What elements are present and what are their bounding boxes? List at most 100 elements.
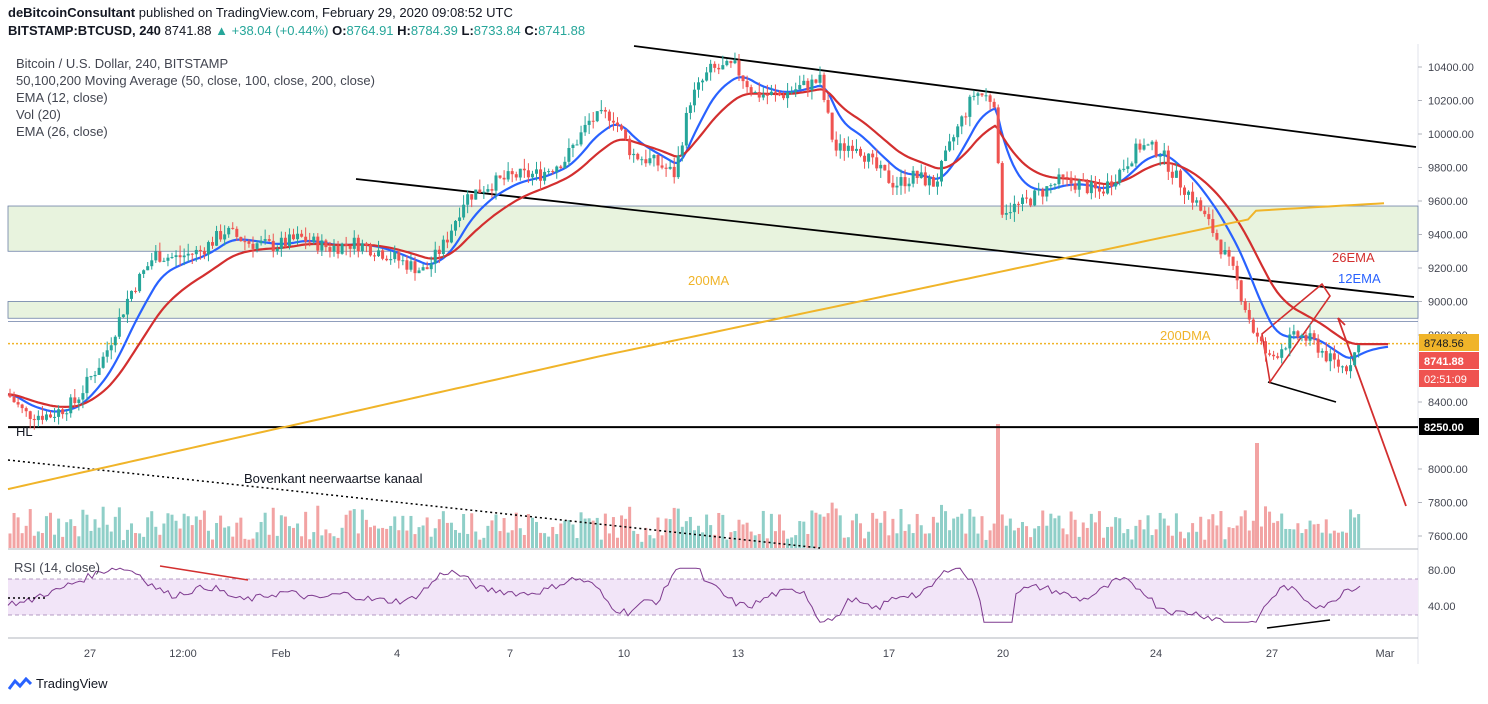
candle-body — [296, 233, 300, 240]
volume-bar — [1069, 511, 1073, 548]
candle-body — [283, 237, 287, 247]
candle-body — [729, 60, 733, 64]
candle-body — [251, 243, 255, 249]
volume-bar — [202, 510, 206, 548]
candle-body — [138, 273, 142, 292]
volume-bar — [1162, 518, 1166, 548]
volume-bar — [146, 517, 150, 548]
volume-bar — [154, 526, 158, 548]
candle-body — [676, 155, 680, 178]
candle-body — [798, 85, 802, 90]
candlesticks — [8, 52, 1361, 430]
author-name[interactable]: deBitcoinConsultant — [8, 5, 136, 20]
volume-bar — [1227, 527, 1231, 548]
candle-body — [12, 396, 16, 403]
x-tick-label: 20 — [997, 648, 1009, 660]
chart-background — [7, 44, 1419, 664]
candle-body — [1150, 141, 1154, 145]
candle-body — [765, 94, 769, 96]
candle-body — [1061, 174, 1065, 177]
open-value: 8764.91 — [346, 23, 394, 38]
volume-bar — [769, 513, 773, 548]
candle-body — [725, 60, 729, 66]
candle-body — [154, 251, 158, 261]
candle-body — [846, 145, 850, 151]
candle-body — [960, 116, 964, 127]
candle-body — [555, 166, 559, 172]
volume-bar — [1312, 524, 1316, 548]
volume-bar — [36, 531, 40, 548]
candle-body — [1122, 168, 1126, 170]
moving-averages — [7, 76, 1389, 491]
volume-bar — [1061, 528, 1065, 548]
volume-bar — [223, 527, 227, 548]
y-tick-label: 9000.00 — [1428, 297, 1468, 309]
candle-body — [749, 87, 753, 93]
candle-body — [863, 155, 867, 162]
volume-bar — [292, 527, 295, 548]
volume-bar — [786, 538, 790, 548]
candle-body — [158, 251, 162, 262]
y-tick-label: 9600.00 — [1428, 196, 1468, 208]
volume-bar — [603, 513, 607, 548]
candle-body — [697, 82, 700, 90]
candle-body — [1340, 366, 1344, 368]
candle-body — [786, 92, 790, 99]
candle-body — [1118, 169, 1122, 183]
candle-body — [146, 266, 150, 271]
volume-bar — [688, 516, 692, 548]
candle-body — [1000, 163, 1004, 215]
volume-bar — [1130, 539, 1134, 548]
volume-bar — [814, 512, 818, 548]
tradingview-brand[interactable]: TradingView — [8, 676, 108, 691]
candle-body — [494, 175, 498, 191]
candle-body — [1320, 350, 1324, 353]
candle-body — [93, 374, 97, 377]
candle-body — [498, 175, 502, 178]
candle-body — [603, 109, 607, 112]
volume-bar — [227, 526, 231, 548]
candle-body — [1203, 210, 1207, 215]
candle-body — [996, 107, 1000, 164]
volume-bar — [69, 519, 73, 548]
volume-bar — [871, 512, 875, 548]
volume-bar — [660, 535, 664, 548]
volume-bar — [441, 511, 445, 548]
candle-body — [895, 185, 899, 188]
volume-bar — [899, 508, 903, 548]
volume-bar — [1316, 523, 1320, 548]
candle-body — [101, 356, 105, 368]
volume-bar — [563, 520, 567, 548]
candle-body — [125, 298, 129, 315]
volume-bar — [1264, 506, 1267, 548]
volume-bar — [644, 527, 648, 548]
volume-bar — [526, 514, 530, 548]
volume-bar — [668, 519, 672, 548]
candle-body — [595, 111, 599, 122]
candle-body — [745, 81, 749, 88]
volume-bar — [1357, 514, 1361, 548]
candle-body — [275, 248, 279, 252]
volume-bar — [915, 513, 919, 548]
candle-body — [1130, 163, 1134, 167]
candle-body — [948, 141, 952, 151]
volume-bar — [130, 523, 133, 548]
volume-bar — [449, 522, 453, 548]
candle-body — [506, 171, 510, 180]
volume-bar — [198, 519, 202, 548]
red-wedge — [1261, 282, 1331, 385]
candle-body — [316, 236, 320, 251]
candle-body — [972, 95, 976, 97]
volume-bar — [1191, 523, 1195, 548]
candle-body — [1227, 250, 1231, 257]
volume-bar — [948, 530, 952, 548]
volume-bar — [952, 518, 956, 548]
volume-bar — [782, 530, 786, 548]
candle-body — [822, 74, 826, 101]
volume-bar — [138, 533, 142, 548]
volume-bar — [125, 529, 129, 548]
volume-bar — [1251, 520, 1255, 548]
volume-bar — [304, 511, 308, 548]
candle-body — [644, 159, 648, 164]
